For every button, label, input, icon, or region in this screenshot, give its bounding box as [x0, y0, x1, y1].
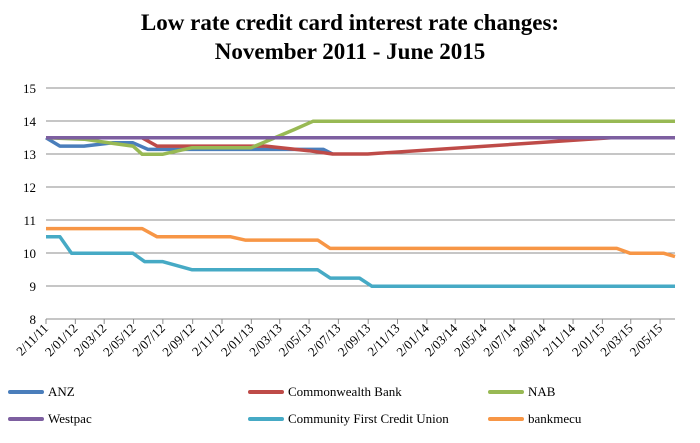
y-tick-label: 9 — [30, 279, 37, 294]
chart-title-line-1: Low rate credit card interest rate chang… — [140, 10, 560, 35]
x-tick-label: 2/09/13 — [335, 321, 374, 360]
x-tick-label: 2/07/12 — [129, 321, 168, 360]
x-axis: 2/11/112/01/122/03/122/05/122/07/122/09/… — [13, 318, 675, 360]
x-tick-label: 2/09/14 — [510, 320, 549, 359]
x-tick-label: 2/05/15 — [627, 321, 666, 360]
series-line-commonwealth-bank — [46, 136, 675, 156]
x-tick-label: 2/09/12 — [159, 321, 198, 360]
y-tick-label: 8 — [30, 312, 37, 327]
x-tick-label: 2/07/13 — [305, 321, 344, 360]
y-tick-label: 13 — [23, 147, 36, 162]
y-tick-label: 15 — [23, 81, 36, 96]
y-axis-ticks: 8 9 10 11 12 13 14 15 — [23, 81, 37, 327]
series-line-nab — [45, 119, 675, 157]
chart-title-line-2: November 2011 - June 2015 — [214, 39, 486, 64]
y-tick-label: 11 — [23, 213, 36, 228]
series-lines — [45, 119, 676, 289]
y-tick-label: 14 — [23, 114, 37, 129]
y-tick-label: 12 — [23, 180, 36, 195]
chart-title: Low rate credit card interest rate chang… — [0, 8, 700, 66]
y-tick-label: 10 — [23, 246, 36, 261]
series-line-community-first-credit-union — [46, 235, 675, 289]
series-line-bankmecu — [46, 226, 676, 259]
